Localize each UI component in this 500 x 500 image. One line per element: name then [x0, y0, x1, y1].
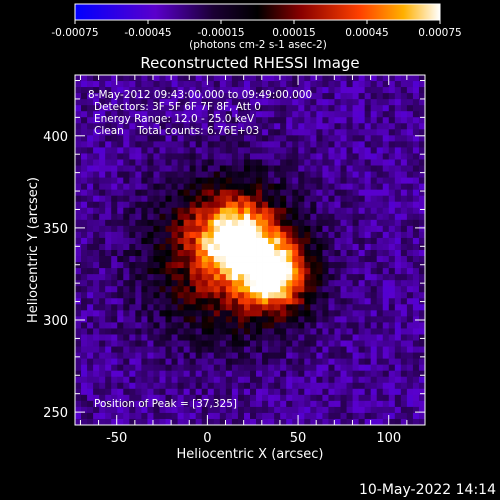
- colorbar-tick-label: -0.00015: [197, 27, 244, 39]
- colorbar-tick-label: 0.00075: [418, 27, 461, 39]
- y-tick-labels: 250 300 350 400: [43, 130, 68, 421]
- x-tick-label: 100: [376, 431, 401, 446]
- info-clean: Clean Total counts: 6.76E+03: [94, 125, 259, 137]
- colorbar-unit-label: (photons cm-2 s-1 asec-2): [189, 39, 327, 51]
- x-tick-label: 0: [203, 431, 211, 446]
- colorbar-tick-label: 0.00045: [345, 27, 388, 39]
- axis-ticks: [75, 75, 426, 425]
- info-block: 8-May-2012 09:43:00.000 to 09:49:00.000 …: [88, 89, 312, 410]
- footer-timestamp: 10-May-2022 14:14: [358, 482, 496, 498]
- x-tick-label: -50: [106, 431, 127, 446]
- colorbar-ticks: -0.00075 -0.00045 -0.00015 0.00015 0.00045 0.…: [51, 20, 462, 39]
- info-peak: Position of Peak = [37,325]: [94, 398, 237, 410]
- image-panel: [74, 74, 426, 426]
- info-time-range: 8-May-2012 09:43:00.000 to 09:49:00.000: [88, 89, 312, 101]
- image-title: Reconstructed RHESSI Image: [140, 54, 359, 72]
- image-pixels: [75, 75, 426, 426]
- y-axis-label: Heliocentric Y (arcsec): [26, 177, 41, 323]
- colorbar-gradient: [74, 3, 441, 21]
- y-tick-label: 400: [43, 130, 68, 145]
- colorbar-tick-label: 0.00015: [272, 27, 315, 39]
- info-energy: Energy Range: 12.0 - 25.0 keV: [94, 113, 255, 125]
- colorbar-tick-label: -0.00045: [124, 27, 171, 39]
- x-axis-label: Heliocentric X (arcsec): [177, 447, 324, 462]
- x-tick-label: 50: [290, 431, 307, 446]
- y-tick-label: 350: [43, 222, 68, 237]
- plot-frame: [74, 74, 426, 426]
- y-tick-label: 250: [43, 406, 68, 421]
- colorbar-tick-label: -0.00075: [51, 27, 98, 39]
- info-detectors: Detectors: 3F 5F 6F 7F 8F, Att 0: [94, 101, 261, 113]
- colorbar: -0.00075 -0.00045 -0.00015 0.00015 0.00045 0.…: [51, 3, 462, 51]
- x-tick-labels: -50 0 50 100: [106, 431, 401, 446]
- y-tick-label: 300: [43, 314, 68, 329]
